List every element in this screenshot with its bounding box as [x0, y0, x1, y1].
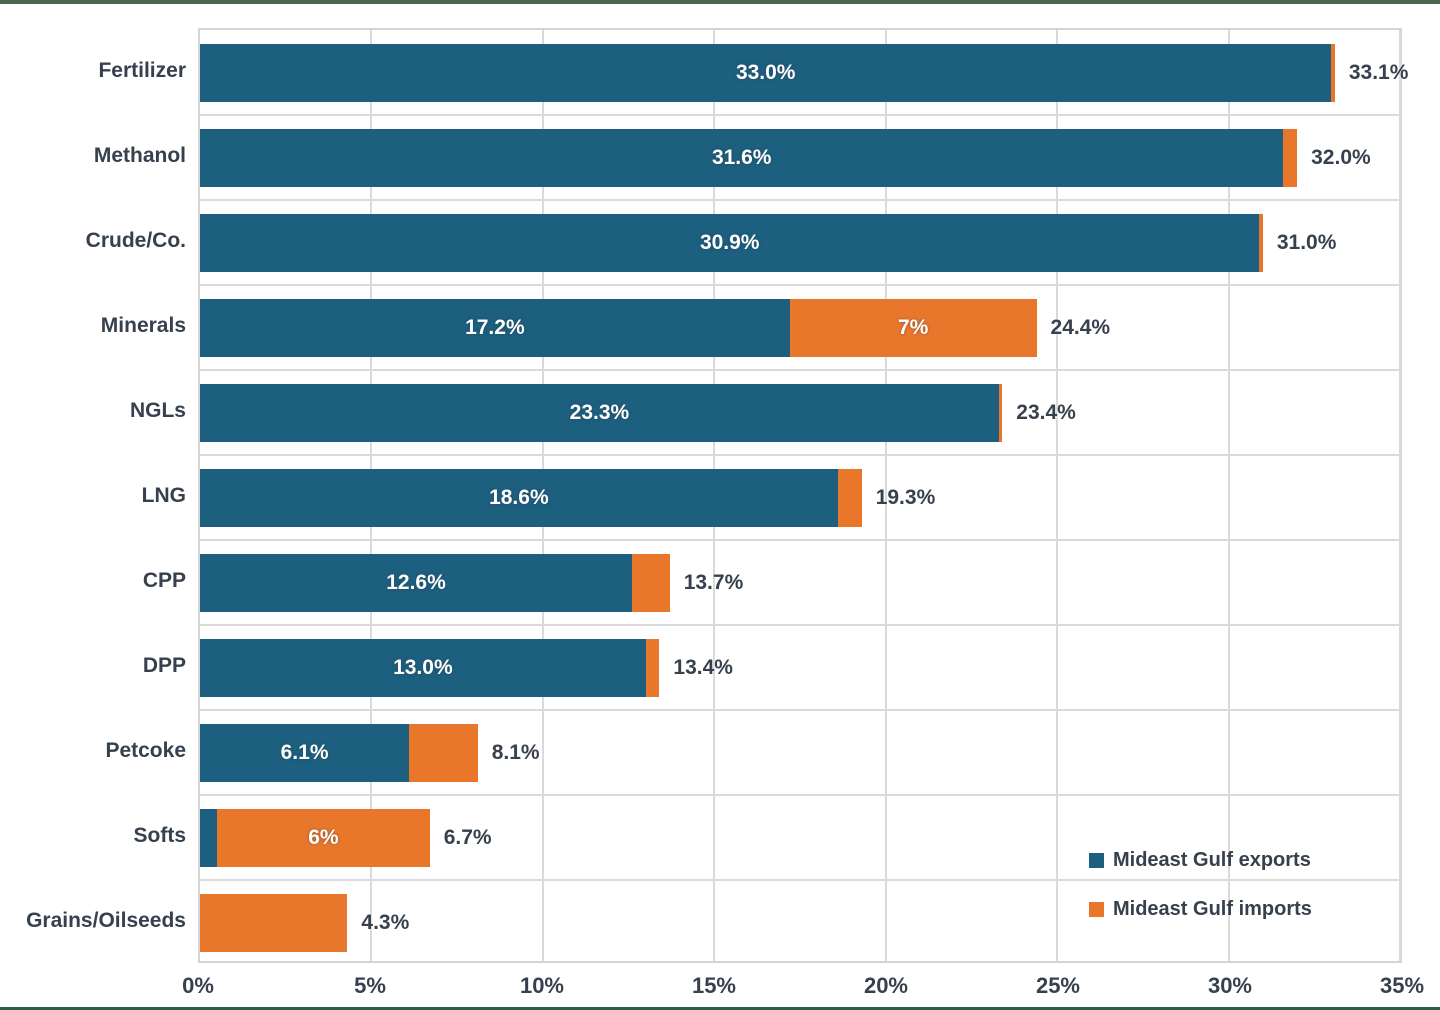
plot-area: 33.0% 33.1% 31.6% 32.0% 30.9% 31.0% 17.2% 7% 24.…	[198, 28, 1408, 963]
category-label: LNG	[141, 483, 186, 507]
imports-bar-segment	[409, 723, 478, 782]
x-tick: 25%	[1035, 973, 1081, 998]
horizontal-gridline	[200, 284, 1400, 286]
x-tick: 35%	[1379, 973, 1425, 998]
bar-rows: 33.0% 33.1% 31.6% 32.0% 30.9% 31.0% 17.2% 7% 24.…	[200, 30, 1408, 961]
vertical-gridline	[1399, 30, 1401, 961]
x-tick: 5%	[354, 973, 386, 998]
legend-item-imports: Mideast Gulf imports	[1089, 897, 1312, 922]
total-value-label: 32.0%	[1311, 145, 1371, 169]
total-value-label: 19.3%	[875, 485, 936, 509]
exports-value-label: 23.3%	[569, 400, 630, 424]
exports-bar-segment: 12.6%	[200, 553, 632, 612]
total-value-label: 13.7%	[683, 570, 744, 594]
exports-bar-segment: 23.3%	[200, 383, 999, 442]
total-value-label: 33.1%	[1348, 60, 1409, 84]
exports-bar-segment: 30.9%	[200, 213, 1260, 272]
horizontal-gridline	[200, 794, 1400, 796]
vertical-gridline	[1227, 30, 1230, 961]
exports-value-label: 31.6%	[711, 145, 772, 169]
imports-value-label: 6%	[308, 825, 339, 849]
category-label: Grains/Oilseeds	[26, 908, 186, 932]
horizontal-gridline	[200, 879, 1400, 881]
horizontal-gridline	[200, 624, 1400, 626]
total-value-label: 31.0%	[1276, 230, 1337, 254]
imports-value-label: 7%	[897, 315, 929, 339]
bar-row: 31.6% 32.0%	[200, 115, 1400, 200]
total-value-label: 8.1%	[491, 740, 540, 764]
exports-bar-segment: 6.1%	[200, 723, 410, 782]
bar-row: 4.3%	[200, 880, 1400, 965]
horizontal-gridline	[200, 454, 1400, 456]
vertical-gridline	[884, 30, 887, 961]
exports-bar-segment: 31.6%	[200, 128, 1284, 187]
exports-bar-segment	[200, 808, 218, 867]
category-label: CPP	[142, 568, 186, 592]
x-tick: 30%	[1207, 973, 1253, 998]
bar-row: 17.2% 7% 24.4%	[200, 285, 1400, 370]
bar-row: 23.3% 23.4%	[200, 370, 1400, 455]
category-label: Fertilizer	[98, 58, 186, 82]
exports-bar-segment: 13.0%	[200, 638, 646, 697]
exports-swatch-icon	[1089, 853, 1104, 868]
bar-row: 33.0% 33.1%	[200, 30, 1408, 115]
exports-value-label: 30.9%	[699, 230, 760, 254]
total-value-label: 13.4%	[673, 655, 733, 679]
horizontal-gridline	[200, 114, 1400, 116]
horizontal-gridline	[200, 709, 1400, 711]
bar-row: 13.0% 13.4%	[200, 625, 1400, 710]
horizontal-gridline	[200, 369, 1400, 371]
total-value-label: 6.7%	[443, 825, 492, 849]
category-label: DPP	[142, 653, 186, 677]
legend-item-exports: Mideast Gulf exports	[1089, 848, 1312, 873]
category-label: Softs	[133, 823, 187, 847]
x-tick: 0%	[182, 973, 214, 998]
category-axis: Fertilizer Methanol Crude/Co. Minerals NGLs L…	[0, 28, 186, 963]
imports-bar-segment	[1331, 43, 1335, 102]
total-value-label: 4.3%	[361, 910, 410, 934]
total-value-label: 23.4%	[1016, 400, 1076, 424]
x-tick: 15%	[691, 973, 737, 998]
legend-label-exports: Mideast Gulf exports	[1113, 849, 1311, 871]
bar-row: 18.6% 19.3%	[200, 455, 1400, 540]
imports-bar-segment	[632, 553, 670, 612]
horizontal-gridline	[200, 539, 1400, 541]
imports-bar-segment: 6%	[217, 808, 430, 867]
imports-bar-segment	[645, 638, 660, 697]
exports-bar-segment: 18.6%	[200, 468, 838, 527]
x-axis: 0% 5% 10% 15% 20% 25% 30% 35%	[182, 973, 1424, 1007]
category-label: Methanol	[93, 143, 186, 167]
category-label: Minerals	[100, 313, 186, 337]
exports-value-label: 33.0%	[735, 60, 796, 84]
imports-bar-segment	[1283, 128, 1298, 187]
exports-value-label: 12.6%	[386, 570, 446, 594]
exports-value-label: 18.6%	[489, 485, 549, 509]
exports-value-label: 13.0%	[393, 655, 453, 679]
vertical-gridline	[1056, 30, 1059, 961]
imports-bar-segment	[200, 893, 348, 952]
bar-row: 30.9% 31.0%	[200, 200, 1400, 285]
category-label: NGLs	[129, 398, 186, 422]
exports-value-label: 17.2%	[465, 315, 525, 339]
bar-row: 12.6% 13.7%	[200, 540, 1400, 625]
horizontal-gridline	[200, 199, 1400, 201]
category-label: Crude/Co.	[85, 228, 186, 252]
x-tick: 10%	[519, 973, 565, 998]
x-tick: 20%	[863, 973, 909, 998]
exports-value-label: 6.1%	[280, 740, 329, 764]
imports-bar-segment	[1259, 213, 1263, 272]
imports-swatch-icon	[1089, 902, 1104, 917]
imports-bar-segment: 7%	[789, 298, 1037, 357]
legend: Mideast Gulf exports Mideast Gulf import…	[1089, 848, 1312, 946]
legend-label-imports: Mideast Gulf imports	[1113, 898, 1312, 920]
exports-bar-segment: 33.0%	[200, 43, 1332, 102]
total-value-label: 24.4%	[1050, 315, 1111, 339]
bar-row: 6.1% 8.1%	[200, 710, 1400, 795]
imports-bar-segment	[837, 468, 862, 527]
imports-bar-segment	[998, 383, 1003, 442]
exports-bar-segment: 17.2%	[200, 298, 790, 357]
bar-row: 6% 6.7%	[200, 795, 1400, 880]
category-label: Petcoke	[105, 738, 186, 762]
